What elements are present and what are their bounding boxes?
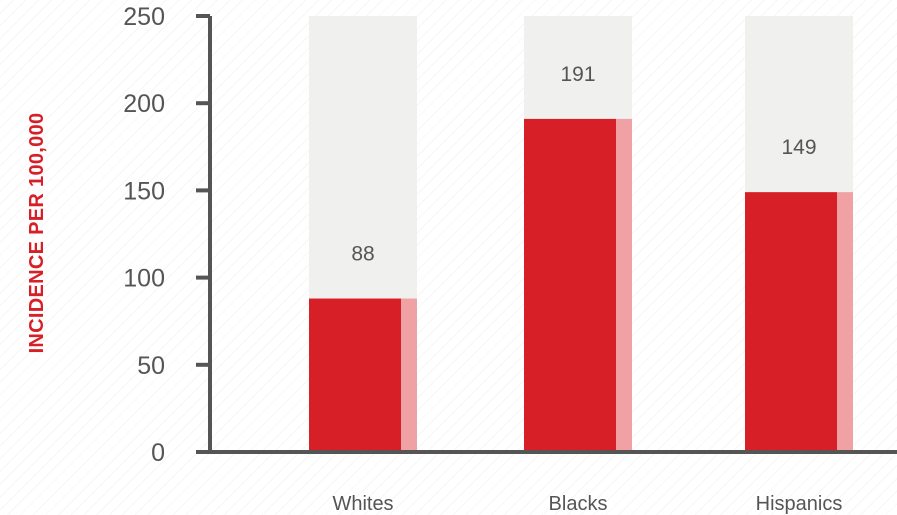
data-label-blacks: 191 xyxy=(560,63,595,86)
data-label-whites: 88 xyxy=(351,243,374,266)
x-tick-labels: Whites Blacks Hispanics xyxy=(332,493,842,515)
y-tick-label-100: 100 xyxy=(123,265,165,293)
y-axis-title: INCIDENCE PER 100,000 xyxy=(26,113,48,354)
y-tick-label-50: 50 xyxy=(137,352,165,380)
x-tick-label-whites: Whites xyxy=(332,493,393,515)
data-label-hispanics: 149 xyxy=(781,136,816,159)
y-tick-label-200: 200 xyxy=(123,90,165,118)
bar-blacks xyxy=(524,118,616,453)
y-tick-label-0: 0 xyxy=(151,439,165,467)
bar-side-blacks xyxy=(616,118,632,453)
bar-side-whites xyxy=(401,298,417,452)
bar-whites xyxy=(309,298,401,452)
x-tick-label-hispanics: Hispanics xyxy=(756,493,843,515)
x-tick-label-blacks: Blacks xyxy=(549,493,608,515)
data-labels: 88 191 149 xyxy=(351,63,816,266)
bar-side-hispanics xyxy=(837,192,853,453)
bar-hispanics xyxy=(745,192,837,453)
y-tick-label-250: 250 xyxy=(123,3,165,31)
y-tick-label-150: 150 xyxy=(123,177,165,205)
y-tick-labels: 0 50 100 150 200 250 xyxy=(123,3,210,467)
bars-group xyxy=(309,118,853,453)
